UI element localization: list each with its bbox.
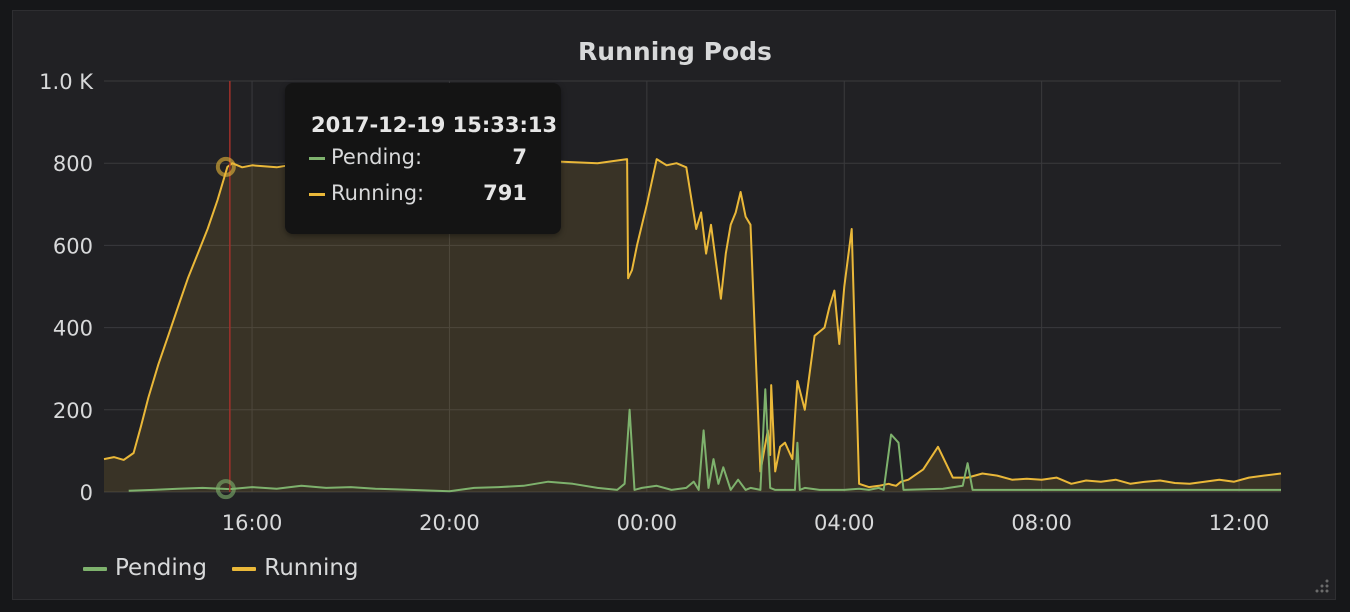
y-tick-label: 0 [80, 481, 93, 505]
y-axis-ticks: 0 200 400 600 800 1.0 K [39, 70, 94, 505]
legend-item-pending[interactable]: Pending [83, 555, 207, 581]
chart-canvas[interactable]: 0 200 400 600 800 1.0 K 16:00 20:00 00:00 04:00 0… [13, 11, 1337, 601]
tooltip-value: 7 [512, 145, 527, 169]
tooltip-value: 791 [483, 181, 527, 205]
tooltip-row-running: Running: 791 [309, 181, 527, 209]
crosshair-point-running [215, 156, 236, 177]
legend-swatch [83, 566, 107, 571]
tooltip-label: Running: [331, 181, 425, 205]
x-tick-label: 00:00 [617, 511, 678, 535]
x-tick-label: 08:00 [1011, 511, 1072, 535]
legend-label: Running [264, 555, 359, 581]
pending-line [128, 388, 1281, 493]
y-tick-label: 800 [53, 152, 93, 176]
x-tick-label: 04:00 [814, 511, 875, 535]
y-tick-label: 600 [53, 234, 93, 258]
x-tick-label: 16:00 [222, 511, 283, 535]
series-layer [103, 158, 1282, 493]
legend-swatch [232, 566, 257, 571]
running-area [104, 159, 1281, 492]
pending-swatch [309, 156, 325, 160]
x-tick-label: 12:00 [1209, 511, 1270, 535]
resize-handle-icon[interactable] [1315, 579, 1329, 593]
y-tick-label: 200 [53, 399, 93, 423]
running-swatch [309, 192, 325, 196]
chart-panel: Running Pods 0 200 400 600 800 1.0 K 16:00 20:… [12, 10, 1336, 600]
x-tick-label: 20:00 [419, 511, 480, 535]
tooltip-label: Pending: [331, 145, 423, 169]
hover-tooltip: 2017-12-19 15:33:13 Pending: 7 Running: … [285, 83, 561, 234]
y-tick-label: 1.0 K [39, 70, 94, 94]
tooltip-time: 2017-12-19 15:33:13 [311, 113, 558, 137]
chart-title: Running Pods [578, 37, 772, 66]
crosshair [215, 81, 236, 500]
x-axis-ticks: 16:00 20:00 00:00 04:00 08:00 12:00 [222, 511, 1270, 535]
y-tick-label: 400 [53, 317, 93, 341]
running-line [103, 158, 1282, 489]
legend: Pending Running [83, 555, 377, 581]
legend-label: Pending [115, 555, 207, 581]
crosshair-point-pending [215, 479, 236, 500]
tooltip-row-pending: Pending: 7 [309, 145, 527, 173]
legend-item-running[interactable]: Running [232, 555, 359, 581]
